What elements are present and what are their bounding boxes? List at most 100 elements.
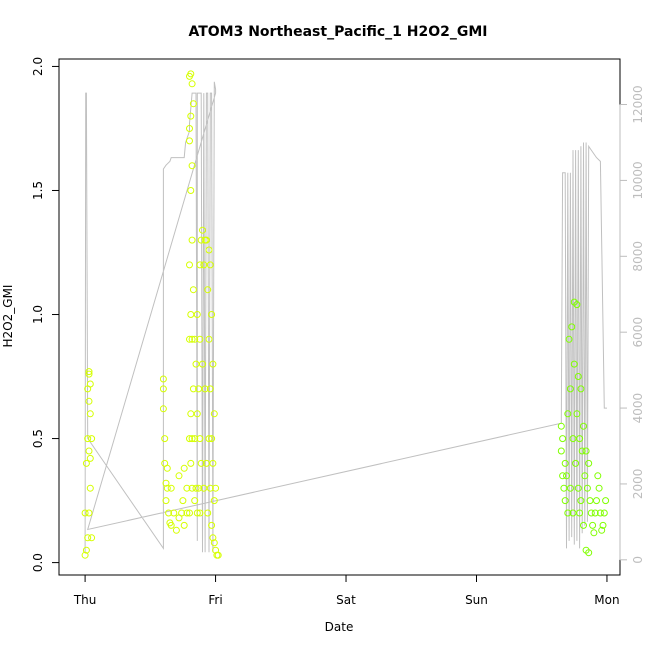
data-point [573, 410, 581, 418]
data-point [557, 422, 565, 430]
y2-tick-label: 8000 [631, 241, 645, 272]
x-axis-label: Date [325, 620, 354, 634]
data-point [599, 521, 607, 529]
data-point [180, 521, 188, 529]
data-point [581, 472, 589, 480]
data-point [208, 435, 216, 443]
data-point [179, 497, 187, 505]
data-point [209, 534, 217, 542]
data-point [191, 435, 199, 443]
data-point [204, 509, 212, 517]
data-point [165, 509, 173, 517]
data-point [86, 410, 94, 418]
data-point [564, 509, 572, 517]
data-point [175, 472, 183, 480]
data-point [585, 459, 593, 467]
data-point [170, 509, 178, 517]
data-point [86, 484, 94, 492]
x-tick-label: Fri [208, 593, 222, 607]
y2-tick-label: 10000 [631, 161, 645, 199]
y2-tick-label: 12000 [631, 85, 645, 123]
data-point [189, 100, 197, 108]
data-point [214, 551, 222, 559]
data-point [85, 509, 93, 517]
data-point [178, 509, 186, 517]
data-point [205, 246, 213, 254]
data-point [188, 236, 196, 244]
data-point [163, 484, 171, 492]
data-point [186, 137, 193, 145]
data-point [186, 509, 193, 517]
data-point [576, 435, 584, 443]
y-tick-label: 0.0 [31, 553, 45, 572]
data-point [594, 472, 602, 480]
data-point [209, 459, 217, 467]
data-point [196, 335, 204, 343]
x-tick-label: Sun [465, 593, 488, 607]
data-point [172, 526, 180, 534]
data-point [163, 464, 171, 472]
data-point [84, 435, 92, 443]
data-point [197, 459, 205, 467]
data-point [88, 435, 96, 443]
data-point [566, 484, 574, 492]
x-tick-label: Mon [594, 593, 619, 607]
data-point [88, 534, 96, 542]
data-point [159, 375, 167, 383]
data-point [210, 539, 218, 547]
data-point [188, 80, 196, 88]
data-point [563, 472, 570, 480]
data-point [186, 435, 193, 443]
data-point [206, 261, 214, 269]
data-point [577, 497, 585, 505]
data-point [570, 360, 578, 368]
data-point [85, 397, 93, 405]
data-point [577, 385, 585, 393]
data-point [85, 368, 93, 376]
y-tick-label: 1.0 [31, 305, 45, 324]
data-point [578, 447, 586, 455]
data-point [189, 385, 197, 393]
y-tick-label: 1.5 [31, 181, 45, 200]
data-point [574, 373, 582, 380]
data-point [188, 335, 196, 343]
data-point [572, 459, 580, 467]
data-point [82, 459, 90, 467]
y2-tick-label: 2000 [631, 469, 645, 500]
data-point [589, 521, 597, 529]
y2-tick-label: 6000 [631, 317, 645, 348]
series-layer [81, 70, 610, 559]
data-point [186, 261, 193, 269]
x-tick-label: Sat [336, 593, 356, 607]
data-point [86, 380, 94, 388]
data-point [596, 509, 604, 517]
data-point [602, 497, 610, 505]
data-point [201, 385, 209, 393]
data-point [193, 311, 201, 318]
data-point [82, 546, 90, 554]
data-point [187, 459, 195, 467]
plot-frame [58, 58, 621, 576]
altitude-line [84, 81, 607, 553]
data-point [189, 286, 197, 294]
data-point [159, 405, 167, 413]
data-point [557, 447, 565, 455]
data-point [187, 112, 195, 120]
y-axis-label: H2O2_GMI [1, 285, 15, 348]
data-point [209, 360, 217, 368]
data-point [566, 385, 574, 393]
data-point [186, 335, 193, 343]
data-point [574, 484, 582, 492]
data-point [600, 509, 608, 517]
data-point [582, 447, 590, 455]
data-point [187, 410, 195, 418]
data-point [204, 286, 212, 294]
data-point [199, 226, 206, 234]
data-point [585, 549, 593, 557]
data-point [193, 509, 201, 517]
data-point [205, 335, 213, 343]
data-point [593, 497, 600, 505]
y-tick-label: 0.5 [31, 429, 45, 448]
data-point [191, 497, 199, 505]
data-point [192, 360, 200, 368]
